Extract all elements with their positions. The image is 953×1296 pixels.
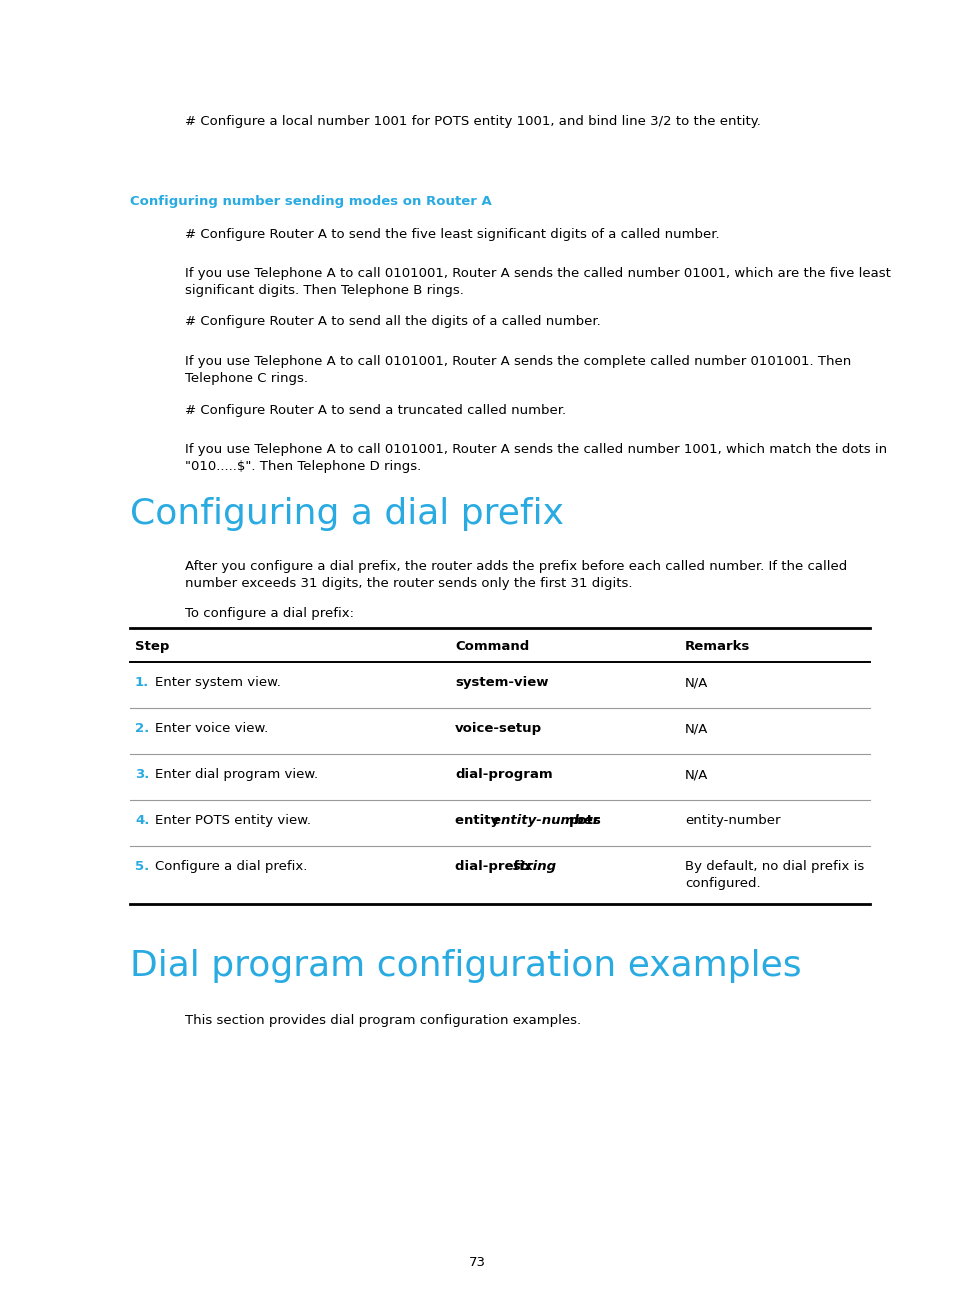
Text: Enter system view.: Enter system view. [154, 677, 280, 689]
Text: Configuring a dial prefix: Configuring a dial prefix [130, 496, 563, 531]
Text: dial-program: dial-program [455, 769, 552, 781]
Text: 1.: 1. [135, 677, 149, 689]
Text: Command: Command [455, 640, 529, 653]
Text: If you use Telephone A to call 0101001, Router A sends the called number 01001, : If you use Telephone A to call 0101001, … [185, 267, 890, 280]
Text: 4.: 4. [135, 814, 150, 827]
Text: After you configure a dial prefix, the router adds the prefix before each called: After you configure a dial prefix, the r… [185, 560, 846, 573]
Text: entity: entity [455, 814, 503, 827]
Text: Telephone C rings.: Telephone C rings. [185, 372, 308, 385]
Text: # Configure Router A to send all the digits of a called number.: # Configure Router A to send all the dig… [185, 315, 600, 328]
Text: "010.....$". Then Telephone D rings.: "010.....$". Then Telephone D rings. [185, 460, 421, 473]
Text: Dial program configuration examples: Dial program configuration examples [130, 949, 801, 982]
Text: 5.: 5. [135, 861, 149, 874]
Text: To configure a dial prefix:: To configure a dial prefix: [185, 607, 354, 619]
Text: Enter POTS entity view.: Enter POTS entity view. [154, 814, 311, 827]
Text: By default, no dial prefix is: By default, no dial prefix is [684, 861, 863, 874]
Text: N/A: N/A [684, 677, 708, 689]
Text: Remarks: Remarks [684, 640, 750, 653]
Text: If you use Telephone A to call 0101001, Router A sends the complete called numbe: If you use Telephone A to call 0101001, … [185, 355, 850, 368]
Text: number exceeds 31 digits, the router sends only the first 31 digits.: number exceeds 31 digits, the router sen… [185, 577, 632, 590]
Text: pots: pots [568, 814, 601, 827]
Text: 2.: 2. [135, 722, 149, 735]
Text: 73: 73 [468, 1256, 485, 1269]
Text: entity-number: entity-number [684, 814, 780, 827]
Text: # Configure Router A to send a truncated called number.: # Configure Router A to send a truncated… [185, 404, 565, 417]
Text: significant digits. Then Telephone B rings.: significant digits. Then Telephone B rin… [185, 284, 463, 297]
Text: string: string [513, 861, 557, 874]
Text: Enter voice view.: Enter voice view. [154, 722, 268, 735]
Text: Configure a dial prefix.: Configure a dial prefix. [154, 861, 307, 874]
Text: 3.: 3. [135, 769, 150, 781]
Text: N/A: N/A [684, 769, 708, 781]
Text: dial-prefix: dial-prefix [455, 861, 537, 874]
Text: # Configure Router A to send the five least significant digits of a called numbe: # Configure Router A to send the five le… [185, 228, 719, 241]
Text: system-view: system-view [455, 677, 548, 689]
Text: voice-setup: voice-setup [455, 722, 541, 735]
Text: Configuring number sending modes on Router A: Configuring number sending modes on Rout… [130, 194, 491, 207]
Text: Enter dial program view.: Enter dial program view. [154, 769, 317, 781]
Text: Step: Step [135, 640, 170, 653]
Text: configured.: configured. [684, 877, 760, 890]
Text: N/A: N/A [684, 722, 708, 735]
Text: entity-number: entity-number [492, 814, 603, 827]
Text: If you use Telephone A to call 0101001, Router A sends the called number 1001, w: If you use Telephone A to call 0101001, … [185, 443, 886, 456]
Text: # Configure a local number 1001 for POTS entity 1001, and bind line 3/2 to the e: # Configure a local number 1001 for POTS… [185, 115, 760, 128]
Text: This section provides dial program configuration examples.: This section provides dial program confi… [185, 1013, 580, 1026]
